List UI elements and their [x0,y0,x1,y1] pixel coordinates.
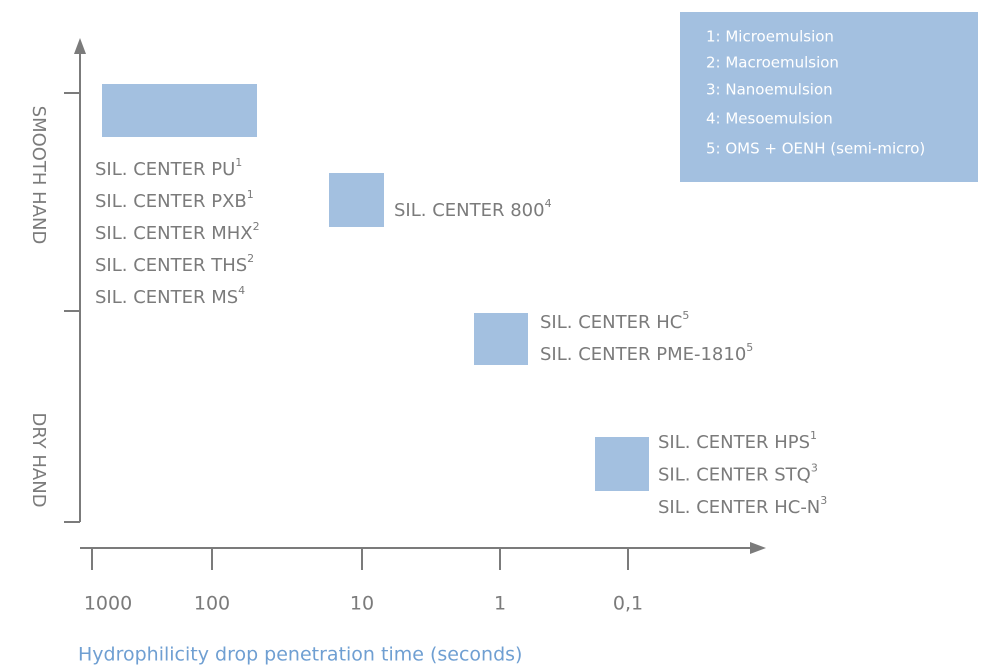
x-arrow [750,542,766,554]
product-sup: 5 [682,309,689,322]
product-label: SIL. CENTER MHX2 [95,220,260,244]
product-sup: 3 [811,462,818,475]
product-name: SIL. CENTER THS [95,255,247,276]
product-label: SIL. CENTER HC-N3 [658,494,827,518]
x-title: Hydrophilicity drop penetration time (se… [78,644,522,666]
product-label: SIL. CENTER PXB1 [95,188,254,212]
product-name: SIL. CENTER HC-N [658,497,820,518]
product-sup: 1 [235,156,242,169]
legend-item: 5: OMS + OENH (semi-micro) [706,140,925,158]
product-sup: 5 [746,341,753,354]
product-name: SIL. CENTER PXB [95,191,247,212]
product-label: SIL. CENTER PU1 [95,156,242,180]
legend-item: 3: Nanoemulsion [706,81,833,99]
product-label: SIL. CENTER HC5 [540,309,689,333]
product-label: SIL. CENTER MS4 [95,284,245,308]
product-sup: 2 [247,252,254,265]
x-tick-label: 0,1 [613,593,643,615]
product-name: SIL. CENTER PU [95,159,235,180]
product-name: SIL. CENTER PME-1810 [540,344,746,365]
product-name: SIL. CENTER HPS [658,432,810,453]
product-label: SIL. CENTER STQ3 [658,462,818,486]
product-name: SIL. CENTER 800 [394,200,545,221]
product-sup: 3 [820,494,827,507]
region-box [329,173,384,227]
product-name: SIL. CENTER MHX [95,223,253,244]
y-label: SMOOTH HAND [28,106,49,245]
product-sup: 4 [545,197,552,210]
product-sup: 2 [253,220,260,233]
product-label: SIL. CENTER HPS1 [658,429,817,453]
product-sup: 1 [247,188,254,201]
x-tick-label: 1 [494,593,506,615]
region-box [102,84,257,137]
product-name: SIL. CENTER HC [540,312,682,333]
product-label: SIL. CENTER THS2 [95,252,254,276]
legend-box [680,12,978,182]
product-name: SIL. CENTER STQ [658,465,811,486]
product-label: SIL. CENTER PME-18105 [540,341,753,365]
y-label: DRY HAND [28,412,49,507]
region-box [474,313,528,365]
legend-item: 1: Microemulsion [706,28,834,46]
legend-item: 2: Macroemulsion [706,54,839,72]
product-sup: 4 [238,284,245,297]
x-tick-label: 1000 [84,593,132,615]
y-arrow [74,38,86,54]
legend-item: 4: Mesoemulsion [706,110,833,128]
product-name: SIL. CENTER MS [95,287,238,308]
product-label: SIL. CENTER 8004 [394,197,552,221]
x-tick-label: 100 [194,593,230,615]
x-tick-label: 10 [350,593,374,615]
region-box [595,437,649,491]
product-sup: 1 [810,429,817,442]
